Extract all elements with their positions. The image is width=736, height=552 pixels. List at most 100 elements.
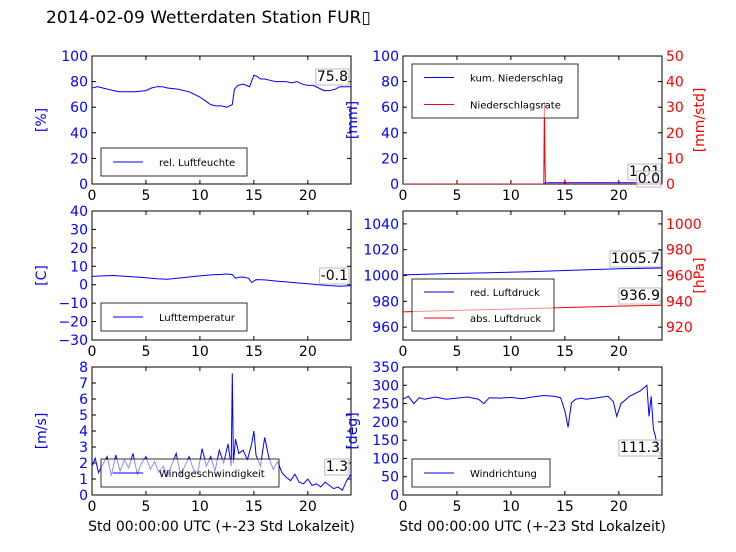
y-tick-right-label: 1000 <box>666 217 702 233</box>
value-annotation-box <box>609 250 662 268</box>
y-tick-label: 980 <box>372 294 399 310</box>
legend-entry: Lufttemperatur <box>159 313 236 324</box>
y-axis-label: [deg] <box>345 412 361 449</box>
y-tick-label: 60 <box>70 100 88 116</box>
y-axis-label: [m/s] <box>34 413 50 450</box>
value-annotation: 1005.7 <box>611 251 660 267</box>
y-tick-right-label: 40 <box>666 75 684 91</box>
y-tick-label: 5 <box>79 408 88 424</box>
y-axis-label: [C] <box>34 265 50 286</box>
legend-box <box>411 278 555 332</box>
x-tick-label: 0 <box>399 188 408 204</box>
series-group <box>403 384 662 455</box>
series-line <box>92 74 351 108</box>
y-tick-label: 100 <box>61 49 88 65</box>
y-tick-right-label: 0 <box>666 177 675 193</box>
x-tick-label: 0 <box>88 499 97 515</box>
value-annotation: 1.3 <box>326 459 348 475</box>
x-tick-label: 20 <box>299 188 317 204</box>
series-line <box>92 273 351 287</box>
y-tick-label: 0 <box>79 278 88 294</box>
y-tick-label: −10 <box>58 296 88 312</box>
y-tick-right-label: 940 <box>666 294 693 310</box>
legend-entry: Niederschlagsrate <box>470 101 561 112</box>
x-axis-label: Std 00:00:00 UTC (+-23 Std Lokalzeit) <box>399 519 666 535</box>
y-tick-label: 100 <box>372 451 399 467</box>
y-tick-label: 2 <box>79 456 88 472</box>
x-tick-label: 0 <box>399 344 408 360</box>
y-tick-label: 300 <box>372 378 399 394</box>
y-axis-right-label: [hPa] <box>692 257 708 293</box>
x-tick-label: 15 <box>245 188 263 204</box>
series-line <box>403 384 662 455</box>
x-tick-label: 5 <box>141 499 150 515</box>
y-tick-label: 40 <box>70 126 88 142</box>
y-tick-label: 1020 <box>363 243 399 259</box>
y-tick-label: 150 <box>372 433 399 449</box>
y-tick-right-label: 960 <box>666 269 693 285</box>
x-tick-label: 5 <box>452 344 461 360</box>
y-tick-label: −20 <box>58 315 88 331</box>
x-tick-label: 10 <box>191 188 209 204</box>
x-tick-label: 10 <box>502 188 520 204</box>
x-tick-label: 20 <box>610 344 628 360</box>
x-tick-label: 5 <box>141 188 150 204</box>
y-tick-label: 80 <box>70 75 88 91</box>
y-tick-label: 4 <box>79 424 88 440</box>
x-tick-label: 20 <box>610 499 628 515</box>
x-tick-label: 20 <box>299 344 317 360</box>
legend-entry: abs. Luftdruck <box>470 314 541 325</box>
value-annotation: 75.8 <box>317 69 348 85</box>
x-tick-label: 5 <box>452 499 461 515</box>
x-tick-label: 10 <box>502 499 520 515</box>
y-tick-label: 1040 <box>363 217 399 233</box>
series-group <box>403 102 662 184</box>
y-axis-label: [mm] <box>345 101 361 139</box>
x-tick-label: 15 <box>245 499 263 515</box>
legend-entry: Windgeschwindigkeit <box>159 469 265 480</box>
x-axis-label: Std 00:00:00 UTC (+-23 Std Lokalzeit) <box>88 519 355 535</box>
x-tick-label: 5 <box>141 344 150 360</box>
y-tick-label: 10 <box>70 259 88 275</box>
y-tick-label: 960 <box>372 320 399 336</box>
y-tick-label: 0 <box>79 177 88 193</box>
legend-entry: rel. Luftfeuchte <box>159 158 235 169</box>
y-tick-label: 250 <box>372 397 399 413</box>
y-tick-right-label: 50 <box>666 49 684 65</box>
series-line <box>403 102 662 184</box>
figure-title: 2014-02-09 Wetterdaten Station FUR▯ <box>46 8 371 28</box>
y-tick-label: 0 <box>79 488 88 504</box>
y-tick-label: 40 <box>381 126 399 142</box>
value-annotation-box <box>618 287 662 305</box>
series-line <box>403 182 662 184</box>
y-tick-label: 20 <box>70 241 88 257</box>
x-tick-label: 10 <box>191 344 209 360</box>
value-annotation-box <box>319 267 350 285</box>
y-tick-label: 200 <box>372 415 399 431</box>
value-annotation: 936.9 <box>620 288 660 304</box>
subplot-4: 0 5 10 15 20 960 980 1000 1020 1040 920 940 960 980 10… <box>363 210 708 360</box>
y-tick-right-label: 30 <box>666 100 684 116</box>
x-tick-label: 10 <box>502 344 520 360</box>
subplot-1: 0 5 10 15 20 0 20 40 60 80 100 [%] rel. Luftfeuchte 7… <box>34 49 352 204</box>
value-annotation-box <box>636 170 662 188</box>
x-tick-label: 20 <box>299 499 317 515</box>
y-axis-right-label: [mm/std] <box>692 88 708 153</box>
y-tick-right-label: 920 <box>666 320 693 336</box>
legend-box <box>411 63 579 119</box>
y-tick-label: 6 <box>79 392 88 408</box>
value-annotation-box <box>315 68 350 86</box>
series-group <box>92 74 351 108</box>
value-annotation: 0.0 <box>638 171 660 187</box>
y-tick-label: 350 <box>372 360 399 376</box>
y-tick-right-label: 20 <box>666 126 684 142</box>
x-tick-label: 0 <box>88 188 97 204</box>
value-annotation-box <box>618 439 662 457</box>
x-tick-label: 15 <box>556 344 574 360</box>
x-tick-label: 5 <box>452 188 461 204</box>
series-group <box>92 273 351 287</box>
y-tick-label: 50 <box>381 470 399 486</box>
x-tick-label: 10 <box>191 499 209 515</box>
y-tick-label: 30 <box>70 222 88 238</box>
legend-entry: Windrichtung <box>470 469 537 480</box>
